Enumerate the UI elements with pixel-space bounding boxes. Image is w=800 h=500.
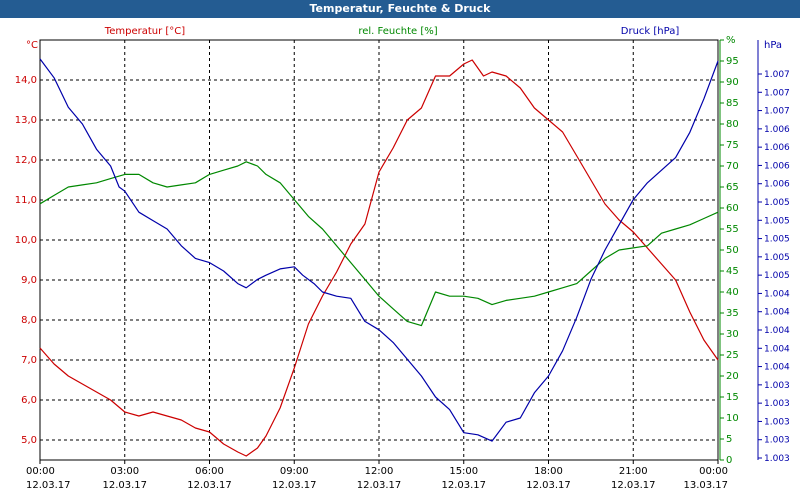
x-tick-time: 12:00 — [365, 466, 394, 477]
pressure-tick-label: 1.006 — [764, 125, 790, 135]
x-tick-time: 00:00 — [26, 466, 55, 477]
humidity-tick-label: 95 — [726, 56, 739, 67]
temperature-tick-label: 7,0 — [21, 355, 37, 366]
plot-frame — [39, 39, 759, 461]
pressure-series-line — [39, 58, 719, 442]
pressure-tick-label: 1.003 — [764, 417, 790, 427]
x-tick-date: 13.03.17 — [683, 480, 728, 491]
temperature-tick-label: 9,0 — [21, 275, 37, 286]
temperature-tick-label: 6,0 — [21, 395, 37, 406]
x-tick-time: 18:00 — [534, 466, 563, 477]
humidity-tick-label: 70 — [726, 161, 739, 172]
x-tick-date: 12.03.17 — [102, 480, 147, 491]
x-tick-time: 21:00 — [619, 466, 648, 477]
humidity-tick-label: 30 — [726, 329, 739, 340]
humidity-tick-label: 0 — [726, 455, 732, 466]
x-tick-time: 15:00 — [449, 466, 478, 477]
humidity-tick-label: 35 — [726, 308, 739, 319]
temperature-tick-label: 10,0 — [15, 235, 37, 246]
humidity-tick-label: 55 — [726, 224, 739, 235]
pressure-tick-label: 1.005 — [764, 235, 790, 245]
temperature-tick-label: 12,0 — [15, 155, 37, 166]
humidity-tick-label: 75 — [726, 140, 739, 151]
humidity-tick-label: % — [726, 35, 736, 46]
humidity-tick-label: 65 — [726, 182, 739, 193]
humidity-tick-label: 90 — [726, 77, 739, 88]
temperature-tick-label: 11,0 — [15, 195, 37, 206]
x-tick-time: 06:00 — [195, 466, 224, 477]
humidity-series-line — [39, 161, 719, 327]
temperature-series-line — [39, 59, 719, 457]
x-tick-time: 00:00 — [699, 466, 728, 477]
series-lines — [39, 58, 719, 457]
window-title: Temperatur, Feuchte & Druck — [0, 0, 800, 18]
axes: 00:00 12.03.17 03:00 12.03.17 06:00 12.03.17 0… — [15, 26, 790, 491]
humidity-tick-label: 60 — [726, 203, 739, 214]
pressure-tick-label: 1.003 — [764, 454, 790, 464]
pressure-tick-label: 1.007 — [764, 70, 790, 80]
humidity-tick-label: 40 — [726, 287, 739, 298]
humidity-tick-label: 85 — [726, 98, 739, 109]
temperature-tick-label: 5,0 — [21, 435, 37, 446]
pressure-tick-label: 1.005 — [764, 271, 790, 281]
temperature-tick-label: 13,0 — [15, 115, 37, 126]
pressure-tick-label: 1.003 — [764, 436, 790, 446]
pressure-tick-label: 1.004 — [764, 308, 790, 318]
x-tick-date: 12.03.17 — [187, 480, 232, 491]
chart-plot: 00:00 12.03.17 03:00 12.03.17 06:00 12.03.17 0… — [15, 26, 790, 491]
pressure-tick-label: 1.003 — [764, 399, 790, 409]
pressure-tick-label: 1.004 — [764, 344, 790, 354]
x-tick-date: 12.03.17 — [357, 480, 402, 491]
grid — [40, 40, 718, 460]
humidity-tick-label: 25 — [726, 350, 739, 361]
temperature-tick-label: 8,0 — [21, 315, 37, 326]
pressure-tick-label: 1.005 — [764, 198, 790, 208]
humidity-tick-label: 5 — [726, 434, 732, 445]
pressure-tick-label: 1.007 — [764, 107, 790, 117]
pressure-tick-label: 1.004 — [764, 289, 790, 299]
pressure-unit: hPa — [764, 40, 782, 51]
humidity-tick-label: 15 — [726, 392, 739, 403]
temperature-tick-label: 14,0 — [15, 75, 37, 86]
humidity-axis-label: rel. Feuchte [%] — [358, 26, 437, 37]
x-tick-date: 12.03.17 — [441, 480, 486, 491]
x-tick-date: 12.03.17 — [526, 480, 571, 491]
pressure-tick-label: 1.003 — [764, 381, 790, 391]
pressure-tick-label: 1.004 — [764, 363, 790, 373]
pressure-tick-label: 1.004 — [764, 326, 790, 336]
x-tick-time: 09:00 — [280, 466, 309, 477]
x-tick-date: 12.03.17 — [611, 480, 656, 491]
x-tick-date: 12.03.17 — [272, 480, 317, 491]
humidity-tick-label: 45 — [726, 266, 739, 277]
humidity-tick-label: 50 — [726, 245, 739, 256]
pressure-tick-label: 1.006 — [764, 143, 790, 153]
temperature-axis-label: Temperatur [°C] — [104, 26, 185, 37]
x-tick-date: 12.03.17 — [26, 480, 71, 491]
pressure-tick-label: 1.005 — [764, 216, 790, 226]
temperature-unit: °C — [26, 40, 38, 51]
humidity-tick-label: 80 — [726, 119, 739, 130]
pressure-tick-label: 1.005 — [764, 253, 790, 263]
pressure-axis-label: Druck [hPa] — [621, 26, 680, 37]
humidity-tick-label: 10 — [726, 413, 739, 424]
pressure-tick-label: 1.007 — [764, 88, 790, 98]
humidity-tick-label: 20 — [726, 371, 739, 382]
pressure-tick-label: 1.006 — [764, 161, 790, 171]
pressure-tick-label: 1.006 — [764, 180, 790, 190]
x-tick-time: 03:00 — [110, 466, 139, 477]
